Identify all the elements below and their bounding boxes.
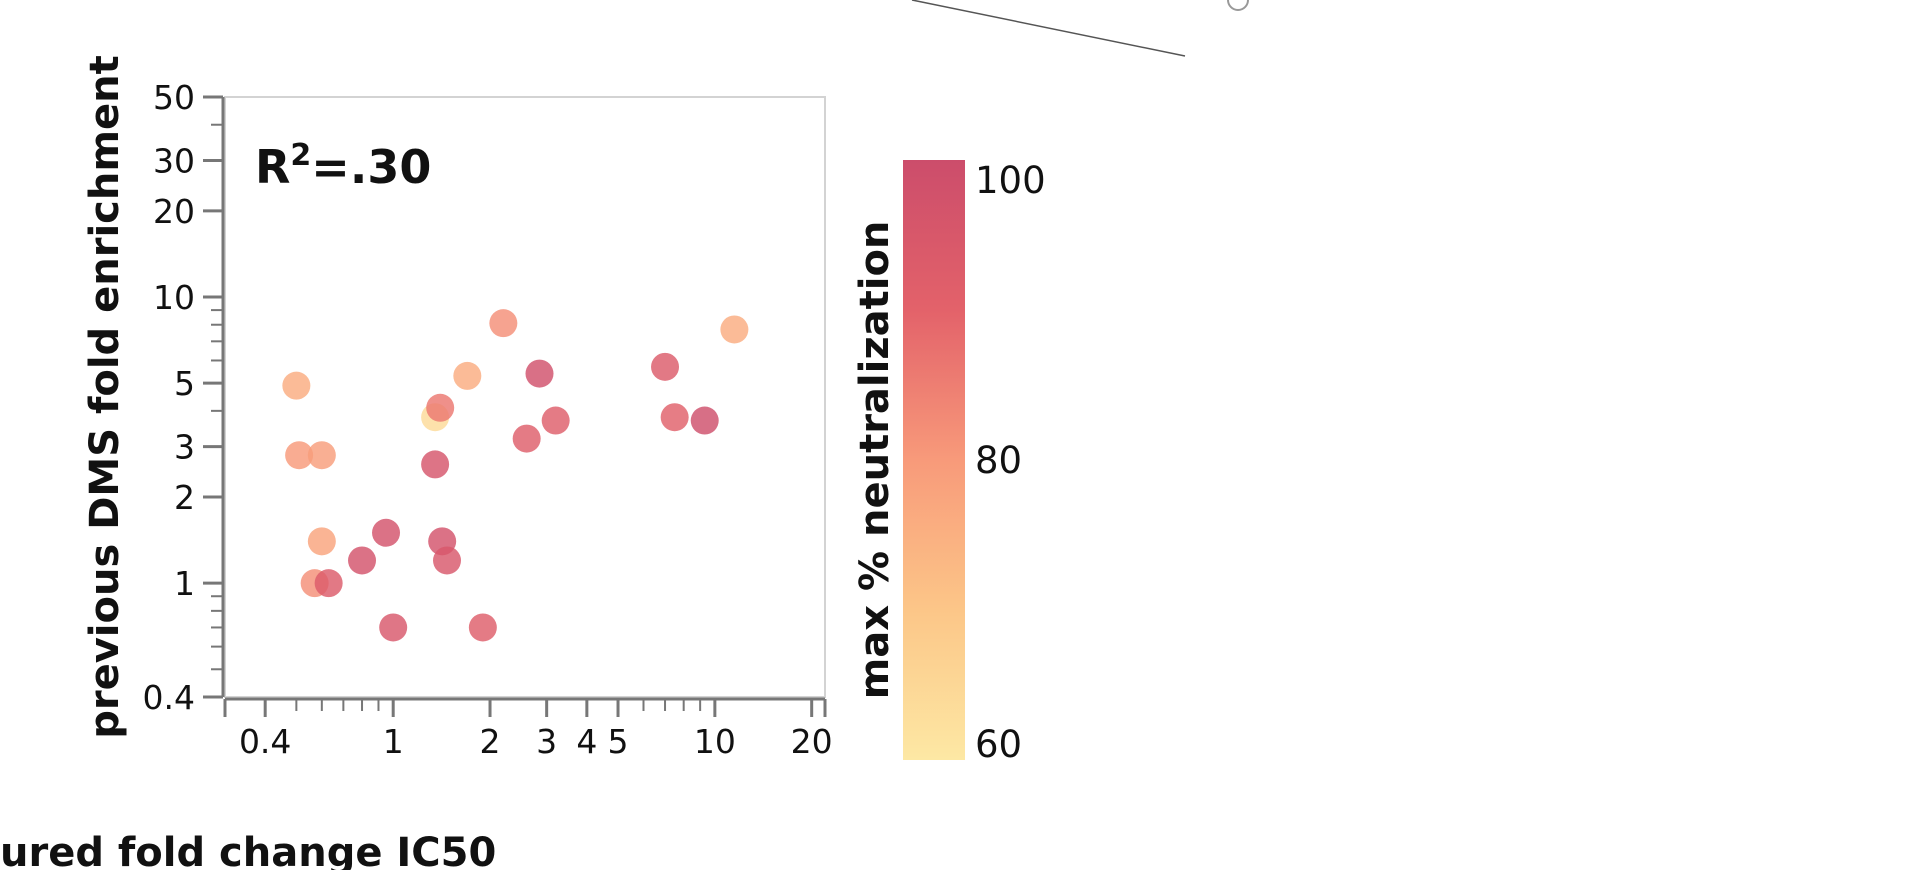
- data-point: [348, 546, 377, 575]
- x-tick-label: 4: [576, 722, 597, 761]
- y-tick-label: 2: [174, 478, 195, 517]
- y-tick-label: 0.4: [143, 678, 195, 717]
- y-axis-title: previous DMS fold enrichment: [82, 55, 128, 739]
- x-axis-title: ured fold change IC50: [0, 830, 496, 870]
- data-point: [314, 569, 343, 598]
- data-point: [285, 441, 314, 470]
- data-point: [379, 613, 408, 642]
- cropped-circle-fragment: [1227, 0, 1249, 11]
- x-tick-label: 0.4: [239, 722, 291, 761]
- data-point: [660, 403, 689, 432]
- colorbar-title: max % neutralization: [852, 221, 898, 700]
- x-tick-label: 2: [480, 722, 501, 761]
- cropped-connector-line: [911, 0, 1186, 57]
- y-tick-label: 5: [174, 364, 195, 403]
- data-point: [525, 359, 554, 388]
- data-point: [690, 406, 719, 435]
- data-point: [307, 441, 336, 470]
- data-point: [720, 315, 749, 344]
- colorbar: 60 80 100 max % neutralization: [852, 159, 1046, 766]
- x-tick-label: 5: [608, 722, 629, 761]
- data-point: [433, 546, 462, 575]
- colorbar-gradient: [903, 160, 965, 760]
- data-point: [468, 613, 497, 642]
- x-tick-label: 1: [383, 722, 404, 761]
- data-points: [282, 309, 749, 642]
- x-tick-label: 3: [536, 722, 557, 761]
- data-point: [512, 424, 541, 453]
- data-point: [282, 371, 311, 400]
- y-tick-label: 3: [174, 428, 195, 467]
- plot-frame: [224, 96, 826, 698]
- x-tick-label: 10: [694, 722, 736, 761]
- data-point: [421, 450, 450, 479]
- colorbar-tick-label: 100: [975, 159, 1046, 202]
- data-point: [307, 527, 336, 556]
- y-tick-label: 30: [153, 141, 195, 180]
- y-tick-label: 20: [153, 192, 195, 231]
- r-squared-annotation: R2=.30: [255, 138, 431, 194]
- data-point: [541, 406, 570, 435]
- x-axis: 0.4 1 2 3 4 5 10 20: [223, 697, 833, 761]
- data-point: [651, 352, 680, 381]
- y-axis: 0.4 1 2 3 5 10 20 30 50: [143, 78, 225, 717]
- y-tick-label: 50: [153, 78, 195, 117]
- data-point: [372, 518, 401, 547]
- data-point: [426, 393, 455, 422]
- x-tick-label: 20: [791, 722, 833, 761]
- colorbar-tick-label: 80: [975, 439, 1022, 482]
- data-point: [489, 309, 518, 338]
- data-point: [453, 361, 482, 390]
- y-tick-label: 10: [153, 278, 195, 317]
- y-tick-label: 1: [174, 564, 195, 603]
- colorbar-tick-label: 60: [975, 723, 1022, 766]
- colorbar-ticks: 60 80 100: [975, 159, 1046, 766]
